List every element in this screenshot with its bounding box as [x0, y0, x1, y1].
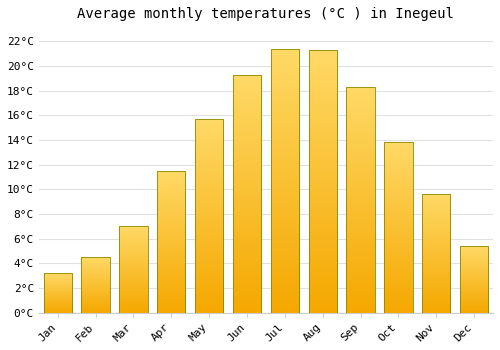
Bar — [308, 50, 337, 313]
Bar — [384, 142, 412, 313]
Bar — [119, 226, 148, 313]
Bar — [346, 87, 375, 313]
Bar — [195, 119, 224, 313]
Bar — [233, 75, 261, 313]
Bar — [44, 273, 72, 313]
Bar — [157, 171, 186, 313]
Bar — [422, 194, 450, 313]
Bar — [82, 257, 110, 313]
Bar — [460, 246, 488, 313]
Bar — [270, 49, 299, 313]
Title: Average monthly temperatures (°C ) in Inegeul: Average monthly temperatures (°C ) in In… — [78, 7, 454, 21]
